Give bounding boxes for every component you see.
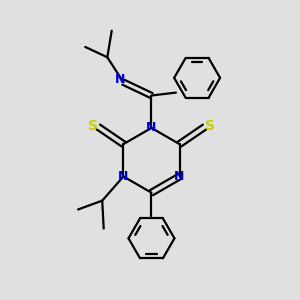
Text: N: N bbox=[118, 170, 129, 183]
Text: N: N bbox=[115, 73, 125, 86]
Text: S: S bbox=[88, 118, 98, 133]
Text: N: N bbox=[174, 170, 185, 183]
Text: S: S bbox=[205, 118, 215, 133]
Text: N: N bbox=[146, 122, 157, 134]
